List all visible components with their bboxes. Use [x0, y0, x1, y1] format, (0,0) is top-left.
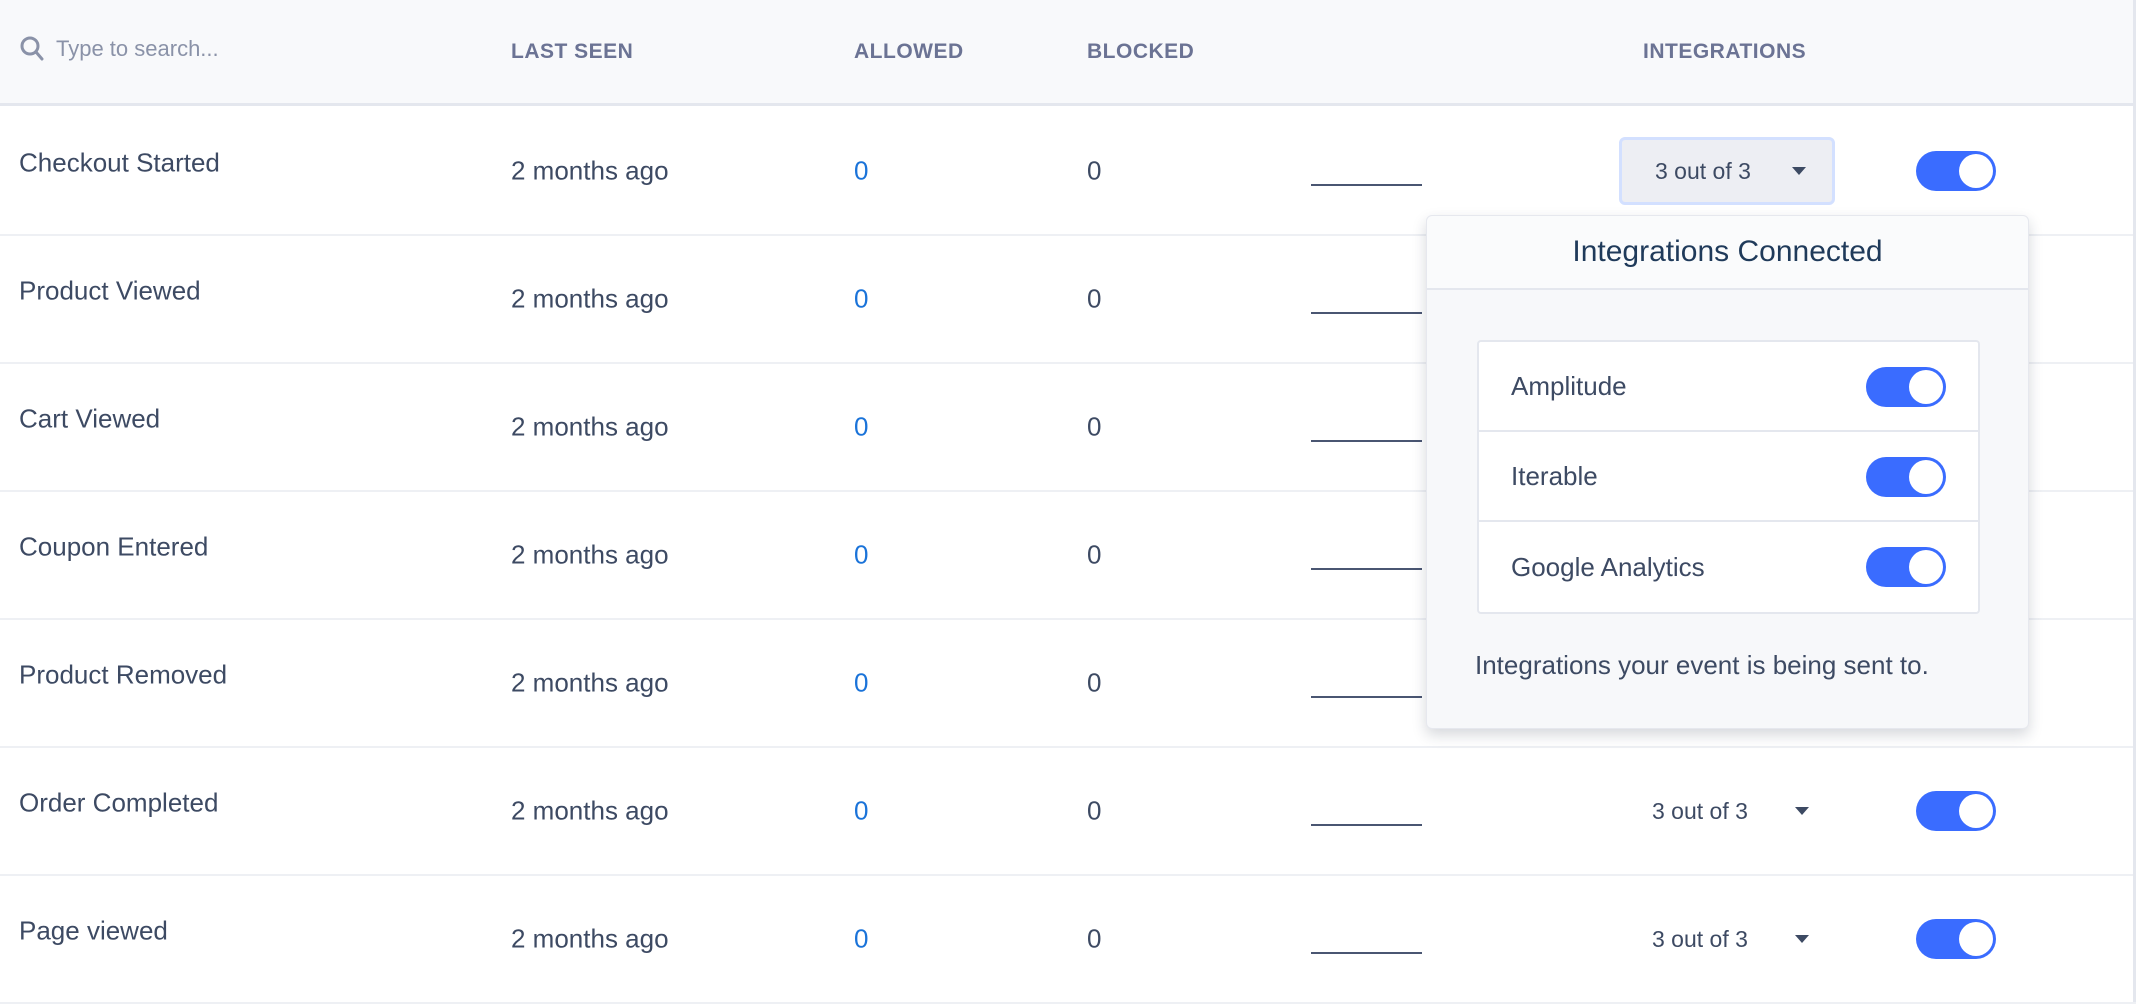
allowed-count-link[interactable]: 0 — [854, 283, 869, 314]
integrations-dropdown[interactable]: 3 out of 3 — [1619, 777, 1835, 845]
last-seen: 2 months ago — [511, 795, 669, 826]
integrations-count: 3 out of 3 — [1652, 797, 1748, 824]
blocked-count: 0 — [1087, 411, 1102, 442]
last-seen: 2 months ago — [511, 923, 669, 954]
integration-label: Amplitude — [1511, 370, 1627, 401]
column-header-allowed[interactable]: ALLOWED — [854, 40, 964, 63]
event-name[interactable]: Page viewed — [19, 915, 168, 946]
search-icon — [20, 36, 44, 61]
column-header-blocked[interactable]: BLOCKED — [1087, 40, 1195, 63]
sparkline — [1311, 183, 1422, 186]
table-row[interactable]: Cart Viewed 2 months ago 0 0 — [0, 364, 2136, 492]
caret-down-icon — [1795, 935, 1809, 943]
column-header-integrations: INTEGRATIONS — [1643, 40, 1807, 63]
blocked-count: 0 — [1087, 155, 1102, 186]
allowed-count-link[interactable]: 0 — [854, 155, 869, 186]
last-seen: 2 months ago — [511, 667, 669, 698]
table-row[interactable]: Product Removed 2 months ago 0 0 — [0, 620, 2136, 748]
integration-item-iterable: Iterable — [1479, 432, 1978, 522]
caret-down-icon — [1795, 807, 1809, 815]
sparkline — [1311, 823, 1422, 826]
caret-down-icon — [1792, 167, 1806, 175]
event-enabled-toggle[interactable] — [1916, 919, 1996, 959]
table-row[interactable]: Order Completed 2 months ago 0 0 3 out o… — [0, 748, 2136, 876]
sparkline — [1311, 951, 1422, 954]
blocked-count: 0 — [1087, 923, 1102, 954]
integration-label: Google Analytics — [1511, 551, 1705, 582]
table-row[interactable]: Product Viewed 2 months ago 0 0 — [0, 236, 2136, 364]
last-seen: 2 months ago — [511, 155, 669, 186]
event-name[interactable]: Cart Viewed — [19, 403, 161, 434]
event-enabled-toggle[interactable] — [1916, 151, 1996, 191]
integrations-list: Amplitude Iterable Google Analytics — [1477, 340, 1980, 614]
event-enabled-toggle[interactable] — [1916, 791, 1996, 831]
blocked-count: 0 — [1087, 795, 1102, 826]
search-input[interactable] — [56, 36, 356, 62]
sparkline — [1311, 567, 1422, 570]
sparkline — [1311, 695, 1422, 698]
sparkline — [1311, 439, 1422, 442]
blocked-count: 0 — [1087, 667, 1102, 698]
integration-toggle[interactable] — [1866, 457, 1946, 497]
column-header-last-seen[interactable]: LAST SEEN — [511, 40, 634, 63]
integrations-popover: Integrations Connected Amplitude Iterabl… — [1426, 215, 2029, 729]
event-name[interactable]: Product Removed — [19, 659, 228, 690]
table-row[interactable]: Page viewed 2 months ago 0 0 3 out of 3 — [0, 876, 2136, 1004]
event-name[interactable]: Coupon Entered — [19, 531, 209, 562]
allowed-count-link[interactable]: 0 — [854, 411, 869, 442]
blocked-count: 0 — [1087, 283, 1102, 314]
allowed-count-link[interactable]: 0 — [854, 795, 869, 826]
last-seen: 2 months ago — [511, 283, 669, 314]
integration-toggle[interactable] — [1866, 367, 1946, 407]
integrations-count: 3 out of 3 — [1652, 925, 1748, 952]
allowed-count-link[interactable]: 0 — [854, 667, 869, 698]
integrations-count: 3 out of 3 — [1655, 157, 1751, 184]
last-seen: 2 months ago — [511, 411, 669, 442]
popover-title: Integrations Connected — [1427, 216, 2028, 290]
table-row[interactable]: Coupon Entered 2 months ago 0 0 — [0, 492, 2136, 620]
table-header: LAST SEEN ALLOWED BLOCKED INTEGRATIONS — [0, 0, 2136, 106]
integration-label: Iterable — [1511, 460, 1598, 491]
scrollbar[interactable] — [2133, 0, 2136, 1002]
blocked-count: 0 — [1087, 539, 1102, 570]
allowed-count-link[interactable]: 0 — [854, 923, 869, 954]
integration-toggle[interactable] — [1866, 547, 1946, 587]
popover-description: Integrations your event is being sent to… — [1475, 650, 1929, 680]
integration-item-amplitude: Amplitude — [1479, 342, 1978, 432]
table-row[interactable]: Checkout Started 2 months ago 0 0 3 out … — [0, 108, 2136, 236]
event-name[interactable]: Checkout Started — [19, 147, 220, 178]
search-box[interactable] — [20, 36, 356, 62]
integrations-dropdown[interactable]: 3 out of 3 — [1619, 137, 1835, 205]
sparkline — [1311, 311, 1422, 314]
allowed-count-link[interactable]: 0 — [854, 539, 869, 570]
event-name[interactable]: Product Viewed — [19, 275, 201, 306]
integrations-dropdown[interactable]: 3 out of 3 — [1619, 905, 1835, 973]
integration-item-google-analytics: Google Analytics — [1479, 522, 1978, 612]
event-name[interactable]: Order Completed — [19, 787, 219, 818]
last-seen: 2 months ago — [511, 539, 669, 570]
